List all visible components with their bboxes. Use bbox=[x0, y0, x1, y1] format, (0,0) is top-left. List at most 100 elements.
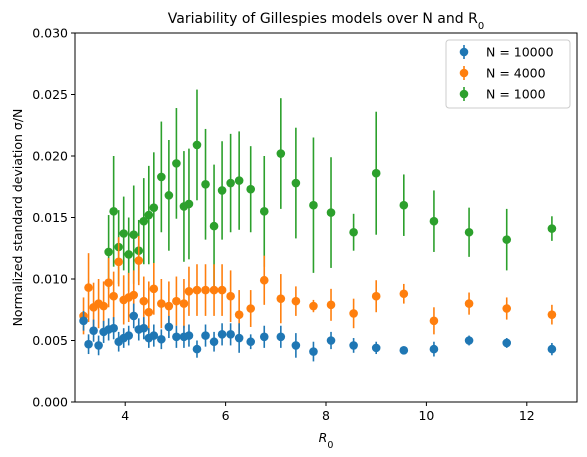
data-point bbox=[109, 207, 118, 216]
data-point bbox=[429, 316, 439, 326]
data-point bbox=[309, 347, 318, 356]
data-point bbox=[291, 296, 301, 306]
x-axis-label-subscript: 0 bbox=[327, 440, 333, 451]
data-point bbox=[399, 289, 409, 299]
data-point bbox=[326, 300, 336, 310]
data-point bbox=[139, 323, 149, 333]
data-point bbox=[172, 159, 181, 168]
data-point bbox=[144, 307, 154, 317]
data-point bbox=[226, 291, 235, 301]
data-point bbox=[349, 341, 358, 350]
data-point bbox=[217, 285, 227, 295]
data-point bbox=[209, 221, 219, 231]
legend-marker bbox=[459, 68, 469, 78]
x-axis-label-main: R bbox=[319, 430, 328, 445]
data-point bbox=[464, 299, 474, 308]
y-tick-label: 0.015 bbox=[32, 210, 68, 225]
data-point bbox=[371, 168, 381, 178]
data-point bbox=[226, 330, 235, 339]
data-point bbox=[164, 322, 174, 332]
data-point bbox=[124, 331, 134, 340]
y-tick-label: 0.020 bbox=[32, 149, 68, 164]
data-point bbox=[184, 331, 194, 340]
y-tick-label: 0.000 bbox=[32, 395, 68, 410]
data-point bbox=[109, 291, 118, 301]
x-tick-label: 6 bbox=[222, 408, 230, 423]
y-axis: 0.000 0.005 0.010 0.015 0.020 0.025 0.030 bbox=[32, 26, 75, 410]
legend-box bbox=[445, 39, 571, 109]
data-point bbox=[157, 172, 166, 182]
data-point bbox=[84, 283, 93, 292]
data-point bbox=[547, 344, 557, 354]
data-point bbox=[326, 208, 336, 217]
data-point bbox=[309, 301, 318, 311]
data-point bbox=[259, 332, 269, 342]
data-point bbox=[217, 330, 227, 339]
data-point bbox=[246, 304, 255, 313]
data-point bbox=[326, 336, 336, 345]
data-point bbox=[201, 331, 210, 340]
series-1 bbox=[79, 235, 557, 343]
data-point bbox=[209, 337, 219, 347]
data-point bbox=[429, 216, 439, 226]
data-point bbox=[349, 309, 358, 318]
data-point bbox=[502, 304, 512, 313]
data-point bbox=[144, 210, 154, 220]
data-point bbox=[139, 216, 149, 226]
data-point bbox=[234, 310, 244, 319]
data-point bbox=[464, 227, 474, 237]
data-point bbox=[276, 149, 286, 158]
data-point bbox=[157, 334, 166, 344]
data-point bbox=[309, 200, 318, 210]
y-axis-label: Normalized standard deviation σ/N bbox=[10, 109, 25, 327]
series-layer bbox=[79, 89, 557, 362]
data-point bbox=[502, 338, 512, 348]
data-point bbox=[129, 290, 139, 300]
data-point bbox=[399, 346, 409, 355]
data-point bbox=[246, 184, 255, 194]
data-point bbox=[149, 284, 159, 294]
data-point bbox=[104, 247, 113, 257]
data-point bbox=[192, 140, 202, 150]
data-point bbox=[192, 344, 202, 354]
data-point bbox=[291, 341, 301, 350]
data-point bbox=[164, 301, 174, 311]
data-point bbox=[94, 341, 103, 350]
data-point bbox=[209, 285, 219, 295]
data-point bbox=[349, 227, 358, 237]
x-axis-label: R0 bbox=[319, 430, 334, 451]
y-tick-label: 0.025 bbox=[32, 87, 68, 102]
x-axis: 4 6 8 10 12 bbox=[121, 402, 535, 423]
x-tick-label: 10 bbox=[418, 408, 434, 423]
data-point bbox=[184, 287, 194, 296]
data-point bbox=[139, 296, 149, 306]
data-point bbox=[429, 344, 439, 354]
x-tick-label: 12 bbox=[519, 408, 535, 423]
data-point bbox=[84, 339, 93, 349]
data-point bbox=[192, 285, 202, 295]
data-point bbox=[149, 331, 159, 340]
data-point bbox=[79, 316, 88, 326]
data-point bbox=[246, 337, 255, 347]
y-tick-label: 0.030 bbox=[32, 26, 68, 41]
data-point bbox=[114, 257, 123, 267]
data-point bbox=[119, 229, 128, 238]
data-point bbox=[201, 179, 210, 189]
data-point bbox=[172, 332, 181, 342]
data-point bbox=[201, 285, 210, 295]
data-point bbox=[217, 186, 227, 195]
data-point bbox=[502, 235, 512, 244]
data-point bbox=[234, 176, 244, 185]
y-tick-label: 0.005 bbox=[32, 333, 68, 348]
data-point bbox=[157, 299, 166, 308]
data-point bbox=[259, 207, 269, 216]
legend-entry: N = 4000 bbox=[486, 66, 546, 81]
chart-title-subscript: 0 bbox=[478, 21, 484, 32]
data-point bbox=[547, 224, 557, 233]
data-point bbox=[226, 178, 235, 188]
data-point bbox=[104, 278, 113, 287]
data-point bbox=[129, 311, 139, 321]
data-point bbox=[259, 275, 269, 285]
y-tick-label: 0.010 bbox=[32, 272, 68, 287]
